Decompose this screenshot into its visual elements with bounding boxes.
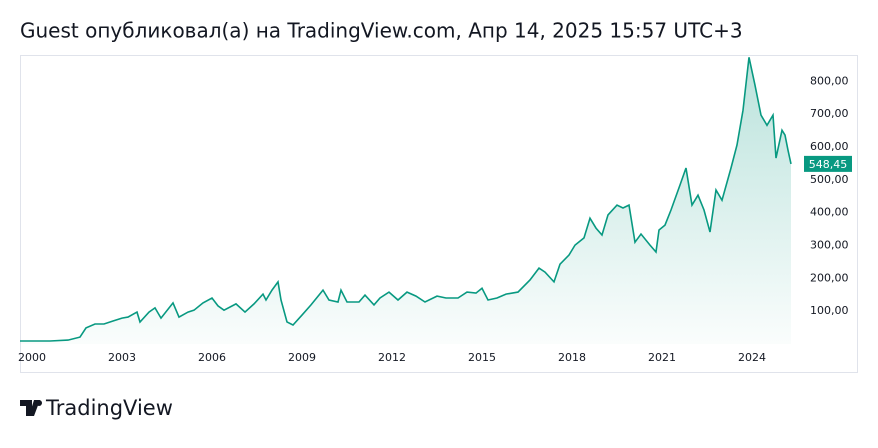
y-tick-label: 400,00 bbox=[810, 206, 849, 219]
x-tick-label: 2015 bbox=[468, 351, 496, 364]
y-tick-label: 100,00 bbox=[810, 304, 849, 317]
area-fill bbox=[20, 57, 791, 345]
x-tick-label: 2018 bbox=[558, 351, 586, 364]
x-tick-label: 2009 bbox=[288, 351, 316, 364]
logo-icon bbox=[20, 400, 40, 416]
x-tick-label: 2006 bbox=[198, 351, 226, 364]
logo: TradingView bbox=[20, 396, 173, 420]
last-price-label: 548,45 bbox=[809, 158, 848, 171]
x-tick-label: 2012 bbox=[378, 351, 406, 364]
chart-frame bbox=[20, 55, 858, 373]
y-tick-label: 600,00 bbox=[810, 140, 849, 153]
last-price-box bbox=[804, 155, 852, 172]
x-tick-label: 2021 bbox=[648, 351, 676, 364]
y-tick-label: 200,00 bbox=[810, 271, 849, 284]
y-tick-label: 700,00 bbox=[810, 107, 849, 120]
price-line bbox=[20, 57, 792, 342]
x-tick-label: 2000 bbox=[18, 351, 46, 364]
logo-text: TradingView bbox=[45, 396, 173, 420]
x-tick-label: 2024 bbox=[738, 351, 766, 364]
chart-title: Guest опубликовал(а) на TradingView.com,… bbox=[20, 19, 743, 43]
y-tick-label: 300,00 bbox=[810, 238, 849, 251]
x-tick-label: 2003 bbox=[108, 351, 136, 364]
y-tick-label: 800,00 bbox=[810, 74, 849, 87]
logo-icon-dot bbox=[36, 400, 42, 406]
y-tick-label: 500,00 bbox=[810, 173, 849, 186]
